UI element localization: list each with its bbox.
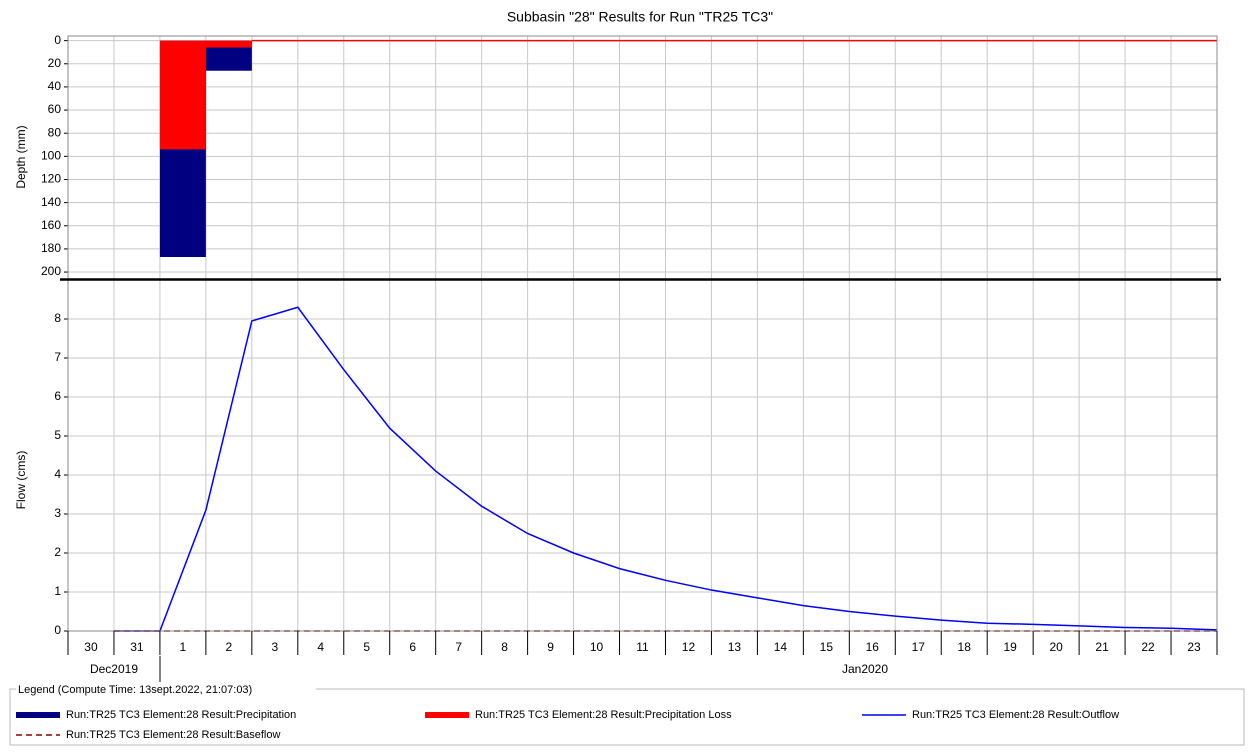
x-tick-label: 7	[455, 640, 462, 654]
legend-label: Run:TR25 TC3 Element:28 Result:Baseflow	[66, 729, 280, 741]
y-tick-label: 8	[54, 311, 61, 325]
y-axis-label: Depth (mm)	[14, 125, 28, 188]
bar	[205, 40, 252, 48]
x-tick-label: 9	[547, 640, 554, 654]
y-tick-label: 3	[54, 506, 61, 520]
x-tick-label: 19	[1004, 640, 1018, 654]
x-tick-label: 21	[1095, 640, 1109, 654]
x-tick-label: 15	[820, 640, 834, 654]
y-tick-label: 20	[48, 56, 62, 70]
y-tick-label: 0	[54, 623, 61, 637]
y-tick-label: 200	[41, 264, 61, 278]
x-tick-label: 1	[180, 640, 187, 654]
y-tick-label: 0	[54, 33, 61, 47]
plot-frame	[67, 279, 1218, 632]
x-tick-label: 18	[958, 640, 972, 654]
chart-title: Subbasin "28" Results for Run "TR25 TC3"	[507, 9, 773, 25]
month-label: Jan2020	[842, 662, 888, 676]
x-tick-label: 16	[866, 640, 880, 654]
x-tick-label: 30	[84, 640, 98, 654]
plot-frame	[67, 35, 1218, 280]
legend-title: Legend (Compute Time: 13sept.2022, 21:07…	[18, 684, 252, 696]
x-tick-label: 6	[409, 640, 416, 654]
y-axis-label: Flow (cms)	[14, 451, 28, 510]
x-tick-label: 23	[1187, 640, 1201, 654]
x-tick-label: 13	[728, 640, 742, 654]
x-tick-label: 4	[317, 640, 324, 654]
bar	[159, 40, 206, 150]
y-tick-label: 80	[48, 125, 62, 139]
x-tick-label: 22	[1141, 640, 1155, 654]
month-label: Dec2019	[90, 662, 138, 676]
x-tick-label: 10	[590, 640, 604, 654]
x-tick-label: 5	[363, 640, 370, 654]
x-tick-label: 2	[226, 640, 233, 654]
y-tick-label: 120	[41, 172, 61, 186]
y-tick-label: 60	[48, 102, 62, 116]
x-tick-label: 11	[636, 640, 649, 654]
y-tick-label: 4	[54, 467, 61, 481]
y-tick-label: 5	[54, 428, 61, 442]
y-tick-label: 1	[54, 584, 61, 598]
legend-label: Run:TR25 TC3 Element:28 Result:Precipita…	[475, 709, 732, 721]
line-series	[113, 306, 1218, 632]
x-tick-label: 3	[271, 640, 278, 654]
legend-label: Run:TR25 TC3 Element:28 Result:Precipita…	[66, 709, 296, 721]
y-tick-label: 180	[41, 241, 61, 255]
legend-box	[9, 688, 1245, 746]
y-tick-label: 140	[41, 195, 61, 209]
x-tick-label: 20	[1049, 640, 1063, 654]
y-tick-label: 6	[54, 389, 61, 403]
y-tick-label: 160	[41, 218, 61, 232]
x-tick-label: 17	[912, 640, 926, 654]
legend-label: Run:TR25 TC3 Element:28 Result:Outflow	[912, 709, 1119, 721]
x-tick-label: 14	[774, 640, 788, 654]
x-tick-label: 12	[682, 640, 696, 654]
legend-title-bg	[16, 682, 316, 696]
y-tick-label: 7	[54, 350, 61, 364]
x-tick-label: 8	[501, 640, 508, 654]
y-tick-label: 2	[54, 545, 61, 559]
y-tick-label: 40	[48, 79, 62, 93]
x-tick-label: 31	[130, 640, 144, 654]
y-tick-label: 100	[41, 149, 61, 163]
